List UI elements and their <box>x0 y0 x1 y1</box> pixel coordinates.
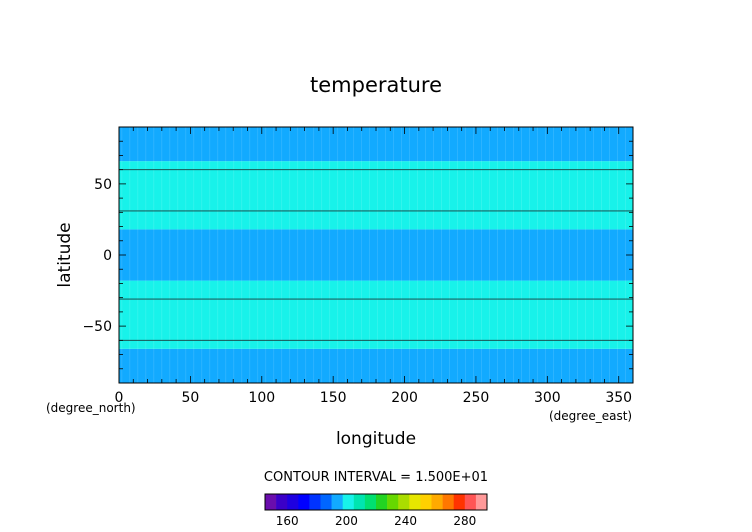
colorbar-swatch <box>376 494 388 510</box>
x-tick-label: 0 <box>115 390 124 406</box>
y-axis: −50 0 50 <box>82 140 633 370</box>
colorbar-swatch <box>475 494 488 510</box>
colorbar-tick-label: 200 <box>335 514 358 528</box>
y-tick-label: 0 <box>103 248 112 264</box>
colorbar-swatch <box>398 494 410 510</box>
contour-interval-label: CONTOUR INTERVAL = 1.500E+01 <box>264 470 488 485</box>
contour-band-2 <box>119 229 633 281</box>
x-axis: 0 50 100 150 200 250 300 350 <box>115 127 632 406</box>
colorbar-tick-label: 240 <box>394 514 417 528</box>
x-tick-label: 100 <box>248 390 275 406</box>
contour-band-0 <box>119 348 633 383</box>
x-axis-units: (degree_east) <box>549 409 632 423</box>
colorbar-swatch <box>387 494 399 510</box>
colorbar-swatch <box>409 494 421 510</box>
colorbar-swatch <box>265 494 277 510</box>
x-tick-label: 300 <box>534 390 561 406</box>
y-tick-label: −50 <box>82 319 112 335</box>
colorbar-swatch <box>287 494 299 510</box>
colorbar-swatch <box>320 494 332 510</box>
colorbar-swatch <box>431 494 443 510</box>
colorbar-tick-label: 280 <box>453 514 476 528</box>
contour-band-4 <box>119 127 633 162</box>
colorbar-tick-label: 160 <box>276 514 299 528</box>
colorbar-swatch <box>353 494 366 510</box>
contour-band-3 <box>119 161 633 230</box>
y-axis-label: latitude <box>55 222 75 287</box>
colorbar-swatch <box>276 494 288 510</box>
colorbar-swatch <box>309 494 321 510</box>
colorbar-swatch <box>442 494 454 510</box>
colorbar-swatch <box>331 494 343 510</box>
colorbar: 160 200 240 280 <box>264 493 488 528</box>
x-tick-label: 150 <box>320 390 347 406</box>
y-tick-label: 50 <box>94 177 112 193</box>
colorbar-swatch <box>464 494 477 510</box>
x-tick-label: 200 <box>391 390 418 406</box>
x-tick-label: 250 <box>463 390 490 406</box>
plot-area <box>118 126 634 384</box>
colorbar-swatch <box>453 494 466 510</box>
colorbar-swatch <box>342 494 355 510</box>
x-axis-label: longitude <box>336 429 416 449</box>
colorbar-swatch <box>298 494 310 510</box>
y-axis-units: (degree_north) <box>46 401 136 415</box>
contour-band-1 <box>119 280 633 349</box>
colorbar-frame <box>264 493 488 511</box>
colorbar-swatch <box>420 494 432 510</box>
x-tick-label: 350 <box>605 390 632 406</box>
x-tick-label: 50 <box>181 390 199 406</box>
colorbar-swatch <box>364 494 377 510</box>
chart-title: temperature <box>310 73 442 97</box>
